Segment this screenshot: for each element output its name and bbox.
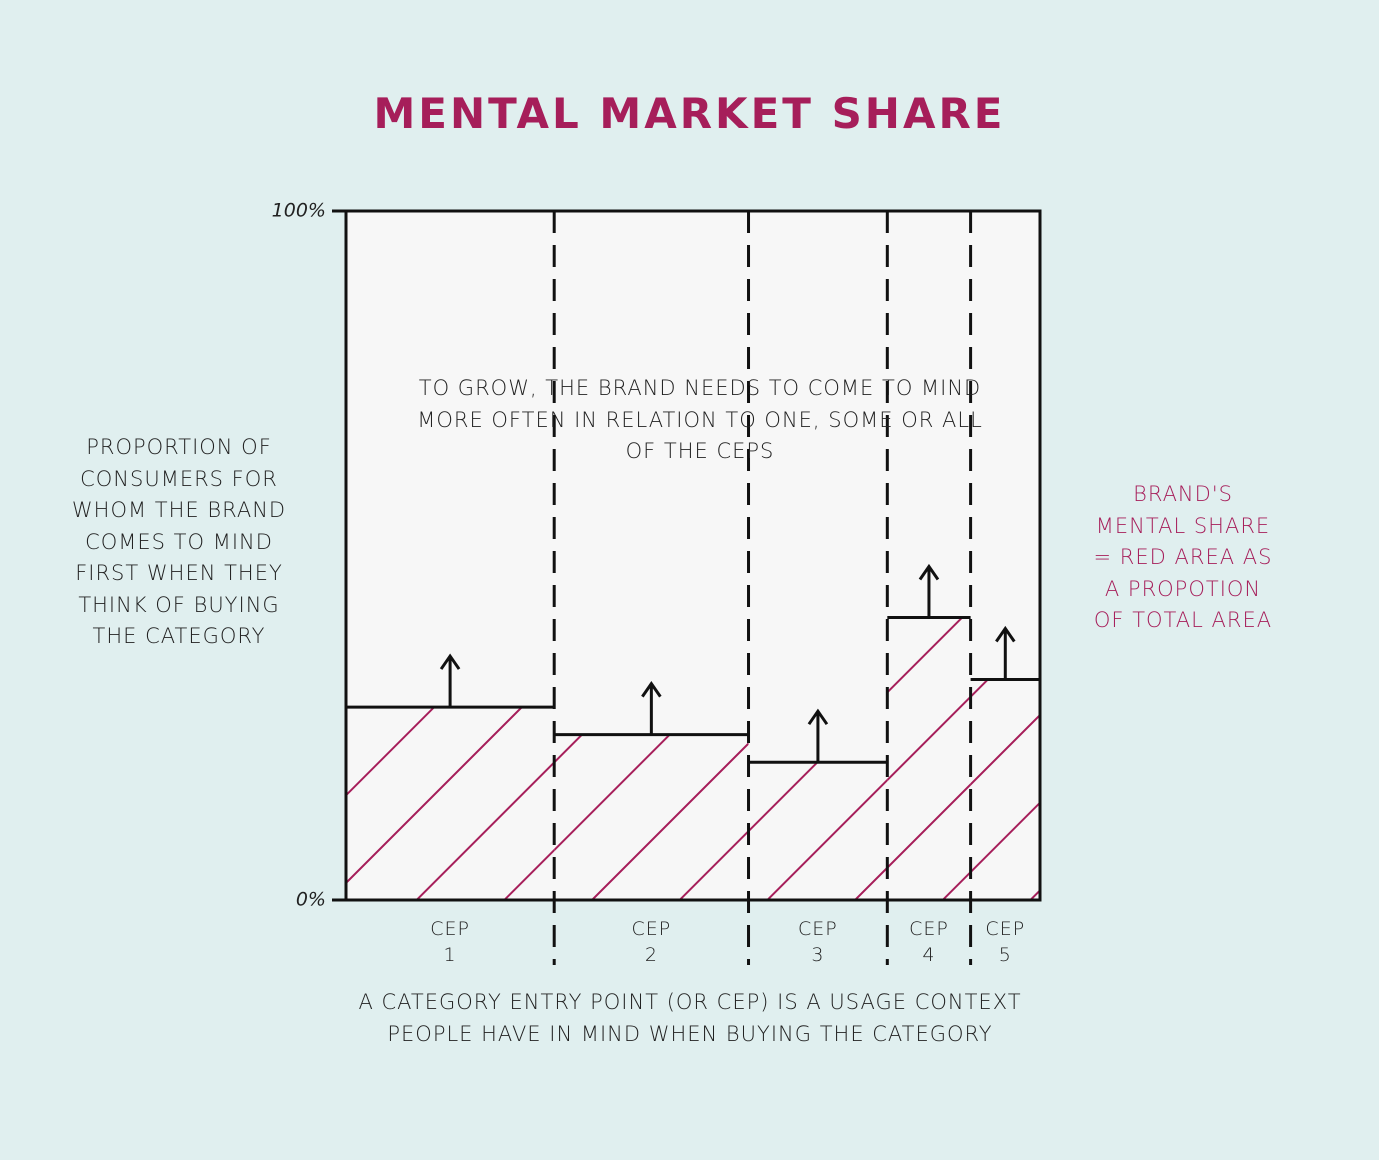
bar xyxy=(887,617,971,900)
x-tick-label: CEP 4 xyxy=(909,918,949,966)
y-axis-label: PROPORTION OF CONSUMERS FOR WHOM THE BRA… xyxy=(71,435,287,648)
x-tick-label: CEP 5 xyxy=(985,918,1026,966)
annotation: TO GROW, THE BRAND NEEDS TO COME TO MIND… xyxy=(417,376,983,463)
growth-arrow xyxy=(807,708,829,763)
annotation: BRAND'S MENTAL SHARE = RED AREA AS A PRO… xyxy=(1093,482,1273,632)
bar xyxy=(748,762,888,900)
bar xyxy=(346,707,555,900)
growth-arrow xyxy=(918,563,940,618)
growth-arrow xyxy=(439,653,461,708)
x-tick-label: CEP 1 xyxy=(430,918,470,966)
y-tick-label: 0% xyxy=(296,889,326,911)
y-tick-label: 100% xyxy=(272,200,326,222)
growth-arrow xyxy=(641,681,662,735)
chart-title: MENTAL MARKET SHARE xyxy=(373,89,1006,138)
x-tick-label: CEP 3 xyxy=(798,918,838,966)
x-tick-label: CEP 2 xyxy=(631,918,672,966)
growth-arrow xyxy=(995,625,1016,680)
x-axis-label: A CATEGORY ENTRY POINT (OR CEP) IS A USA… xyxy=(358,990,1022,1046)
bar xyxy=(970,679,1040,900)
plot-border xyxy=(344,209,1042,902)
bar xyxy=(554,734,749,900)
